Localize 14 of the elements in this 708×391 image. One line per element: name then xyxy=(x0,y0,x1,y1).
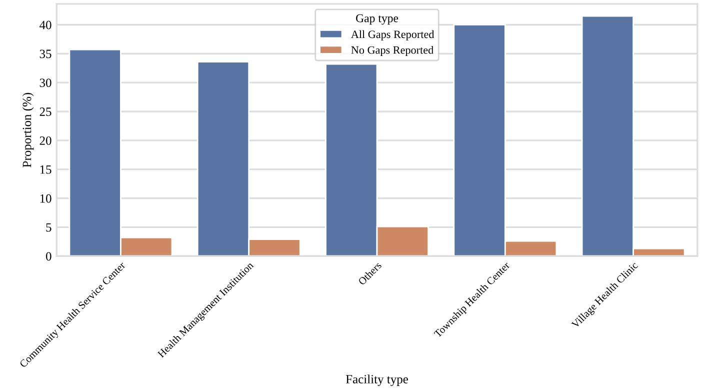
y-tick-label: 25 xyxy=(40,108,52,116)
y-tick-label: 40 xyxy=(40,20,52,30)
y-tick-label: 10 xyxy=(40,194,52,203)
x-axis-title: Facility type xyxy=(346,374,408,386)
y-tick-label: 5 xyxy=(46,223,52,232)
legend-label: No Gaps Reported xyxy=(351,46,434,56)
y-tick-label: 35 xyxy=(40,50,52,58)
legend-label: All Gaps Reported xyxy=(351,30,434,40)
y-tick-label: 20 xyxy=(40,136,52,145)
y-tick-label: 30 xyxy=(40,78,52,88)
legend-title: Gap type xyxy=(356,14,398,25)
y-axis-title: Proportion (%) xyxy=(22,92,34,168)
y-tick-label: 15 xyxy=(40,165,52,174)
y-tick-label: 0 xyxy=(46,252,52,261)
